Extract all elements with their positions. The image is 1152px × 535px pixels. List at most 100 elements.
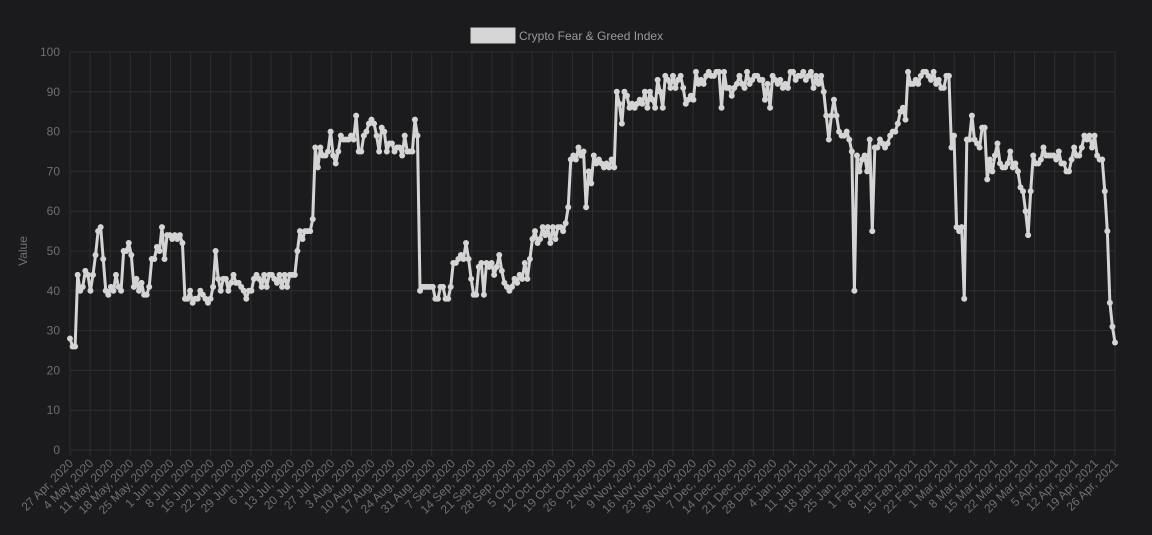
data-point[interactable]: [1060, 160, 1067, 167]
data-point[interactable]: [848, 148, 855, 155]
data-point[interactable]: [894, 120, 901, 127]
data-point[interactable]: [968, 112, 975, 119]
data-point[interactable]: [411, 116, 418, 123]
data-point[interactable]: [90, 271, 96, 278]
data-point[interactable]: [1101, 188, 1108, 195]
data-point[interactable]: [815, 80, 822, 87]
data-point[interactable]: [307, 228, 314, 235]
data-point[interactable]: [659, 104, 666, 111]
data-point[interactable]: [67, 335, 73, 342]
data-point[interactable]: [654, 76, 661, 83]
data-point[interactable]: [680, 84, 687, 91]
data-point[interactable]: [733, 80, 740, 87]
data-point[interactable]: [105, 291, 112, 298]
data-point[interactable]: [478, 259, 485, 266]
data-point[interactable]: [575, 144, 582, 151]
data-point[interactable]: [572, 156, 579, 163]
data-point[interactable]: [396, 144, 403, 151]
data-point[interactable]: [583, 204, 590, 211]
data-point[interactable]: [97, 224, 104, 231]
data-point[interactable]: [547, 240, 554, 247]
data-point[interactable]: [230, 271, 237, 278]
data-point[interactable]: [851, 287, 858, 294]
data-point[interactable]: [276, 271, 283, 278]
data-point[interactable]: [984, 176, 991, 183]
data-point[interactable]: [728, 92, 735, 99]
data-point[interactable]: [312, 144, 319, 151]
legend-label[interactable]: Crypto Fear & Greed Index: [519, 29, 663, 43]
data-point[interactable]: [381, 128, 388, 135]
data-point[interactable]: [1068, 156, 1075, 163]
data-point[interactable]: [309, 216, 316, 223]
data-point[interactable]: [327, 128, 334, 135]
data-point[interactable]: [843, 128, 850, 135]
data-point[interactable]: [279, 283, 286, 290]
data-point[interactable]: [759, 76, 766, 83]
data-point[interactable]: [1027, 188, 1034, 195]
data-point[interactable]: [652, 104, 659, 111]
data-point[interactable]: [363, 128, 370, 135]
data-point[interactable]: [281, 271, 288, 278]
data-point[interactable]: [353, 112, 360, 119]
data-point[interactable]: [130, 283, 137, 290]
data-point[interactable]: [261, 271, 268, 278]
data-point[interactable]: [399, 152, 406, 159]
data-point[interactable]: [1078, 144, 1085, 151]
data-point[interactable]: [657, 88, 664, 95]
data-point[interactable]: [158, 224, 165, 231]
data-point[interactable]: [358, 148, 365, 155]
data-point[interactable]: [524, 275, 531, 282]
data-point[interactable]: [1106, 299, 1113, 306]
data-point[interactable]: [664, 76, 671, 83]
data-point[interactable]: [509, 283, 516, 290]
data-point[interactable]: [989, 168, 996, 175]
data-point[interactable]: [496, 251, 503, 258]
data-point[interactable]: [828, 112, 835, 119]
data-point[interactable]: [330, 152, 337, 159]
data-point[interactable]: [263, 283, 270, 290]
data-point[interactable]: [118, 287, 125, 294]
data-point[interactable]: [961, 295, 968, 302]
data-point[interactable]: [948, 144, 955, 151]
data-point[interactable]: [690, 96, 697, 103]
data-point[interactable]: [639, 100, 646, 107]
data-point[interactable]: [580, 148, 587, 155]
data-point[interactable]: [677, 72, 684, 79]
data-point[interactable]: [151, 255, 158, 262]
data-point[interactable]: [161, 255, 168, 262]
data-point[interactable]: [465, 255, 472, 262]
data-point[interactable]: [445, 295, 452, 302]
data-point[interactable]: [460, 255, 467, 262]
data-point[interactable]: [210, 283, 217, 290]
data-point[interactable]: [325, 148, 332, 155]
data-point[interactable]: [807, 68, 814, 75]
data-point[interactable]: [110, 287, 117, 294]
data-point[interactable]: [537, 236, 544, 243]
data-point[interactable]: [335, 148, 342, 155]
data-point[interactable]: [371, 120, 378, 127]
data-point[interactable]: [861, 152, 868, 159]
data-point[interactable]: [72, 343, 79, 350]
data-point[interactable]: [991, 152, 998, 159]
data-point[interactable]: [736, 72, 743, 79]
data-point[interactable]: [800, 68, 807, 75]
data-point[interactable]: [856, 168, 863, 175]
data-point[interactable]: [892, 128, 899, 135]
data-point[interactable]: [447, 283, 454, 290]
data-point[interactable]: [194, 295, 201, 302]
data-point[interactable]: [133, 275, 140, 282]
data-point[interactable]: [830, 96, 837, 103]
data-point[interactable]: [846, 136, 853, 143]
data-point[interactable]: [1109, 323, 1116, 330]
data-point[interactable]: [401, 132, 408, 139]
data-point[interactable]: [588, 180, 595, 187]
data-point[interactable]: [1020, 188, 1027, 195]
data-point[interactable]: [552, 236, 559, 243]
data-point[interactable]: [222, 275, 229, 282]
data-point[interactable]: [1030, 152, 1037, 159]
data-point[interactable]: [1099, 156, 1106, 163]
data-point[interactable]: [207, 295, 214, 302]
data-point[interactable]: [608, 156, 615, 163]
data-point[interactable]: [721, 68, 728, 75]
data-point[interactable]: [463, 240, 470, 247]
